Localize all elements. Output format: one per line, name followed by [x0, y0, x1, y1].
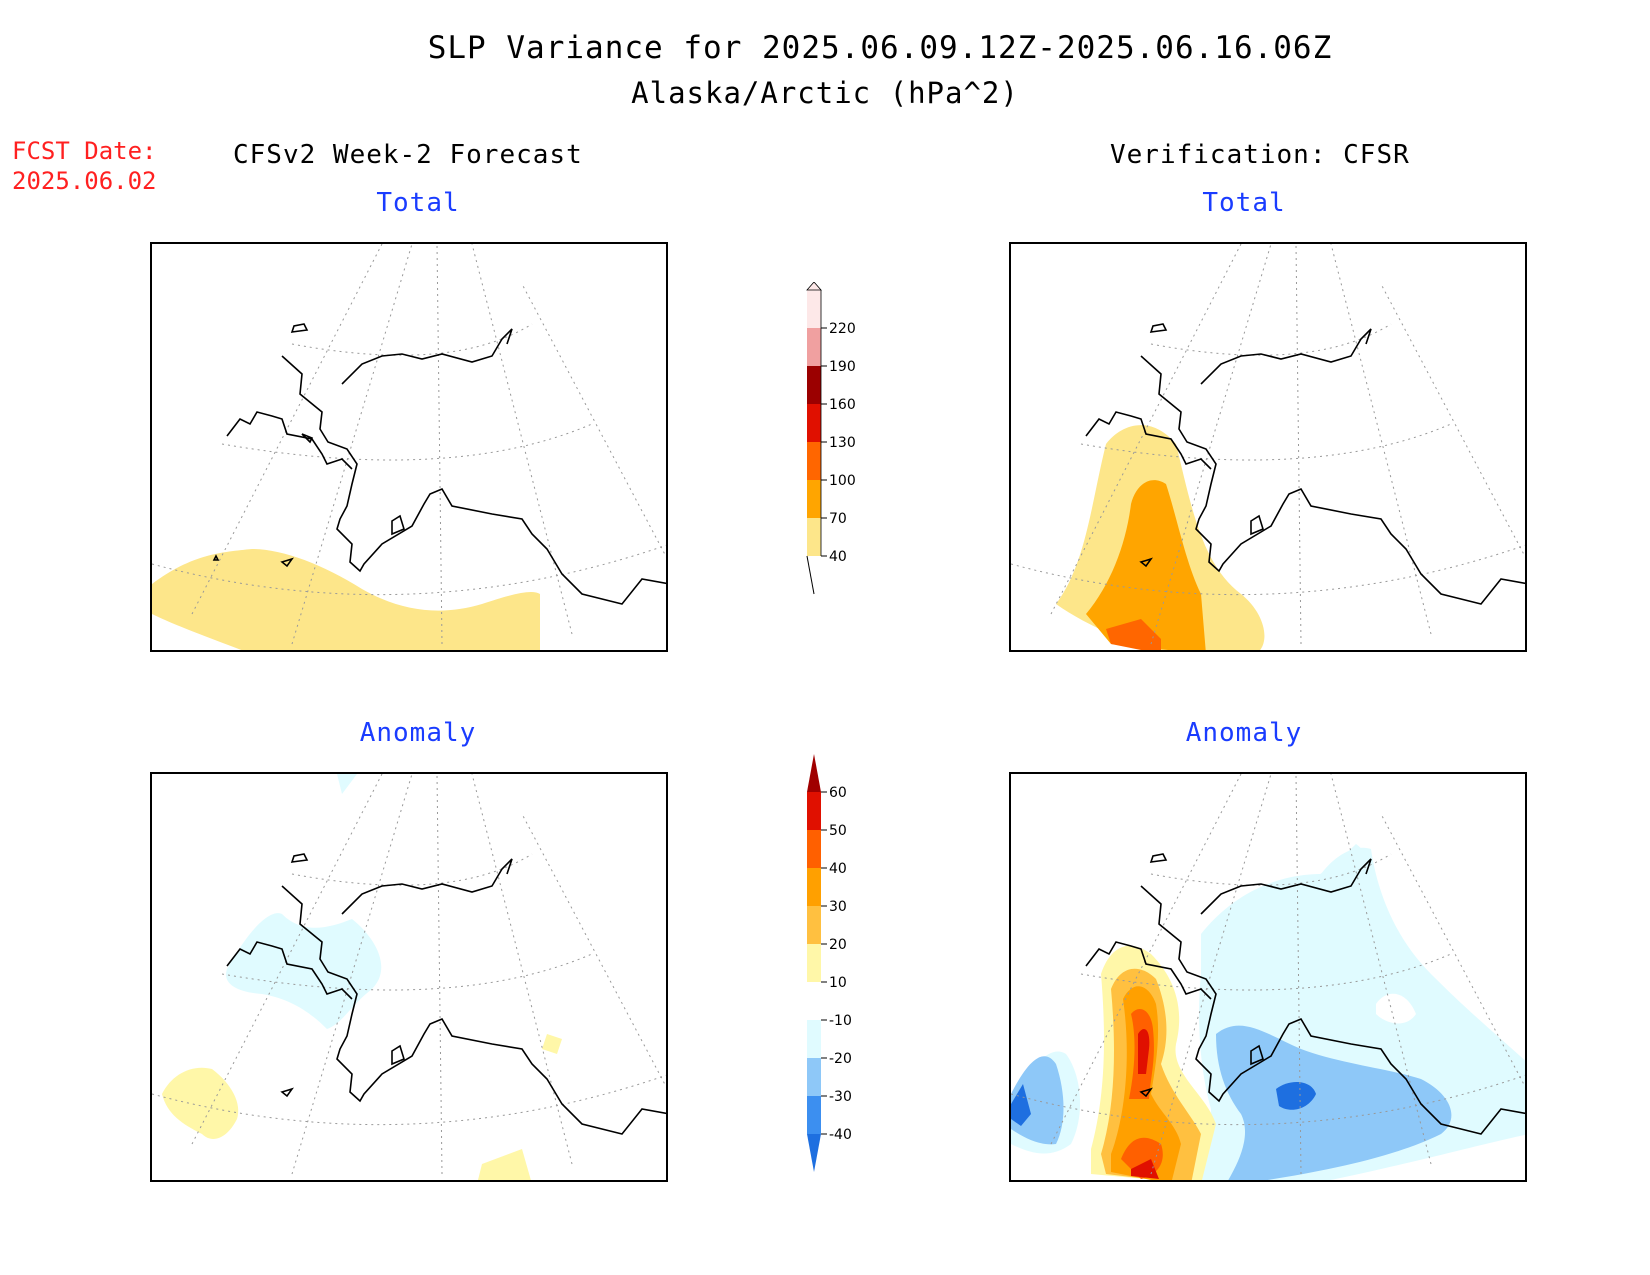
colorbar-box [807, 518, 821, 556]
verification-column-title: Verification: CFSR [1110, 140, 1410, 170]
colorbar-label: 50 [829, 823, 847, 839]
colorbar-tail [806, 555, 815, 595]
bottom-right-panel-title: Anomaly [1185, 718, 1303, 748]
colorbar-label: 220 [829, 321, 856, 337]
shade-minus10-minus20 [337, 774, 357, 794]
bottom-left-panel-title: Anomaly [359, 718, 477, 748]
shade-40-50 [1121, 1009, 1163, 1179]
colorbar-box [807, 366, 821, 404]
colorbar-label: 70 [829, 511, 847, 527]
shade-minus20-minus30-west [1011, 1056, 1064, 1145]
forecast-column-title: CFSv2 Week-2 Forecast [233, 140, 583, 170]
colorbar-box [807, 1020, 821, 1058]
colorbar-label: 40 [829, 549, 847, 565]
coastline [1085, 853, 1525, 1135]
colorbar-label: -30 [829, 1089, 852, 1105]
shade-10-20 [478, 1149, 531, 1180]
shade-white-gap [1376, 993, 1416, 1024]
coastline [226, 853, 666, 1135]
shade-50-60 [1131, 1029, 1159, 1179]
shade-10-20 [542, 1034, 562, 1054]
colorbar-box [807, 792, 821, 830]
shade-100-130 [1106, 619, 1161, 650]
colorbar-label: 40 [829, 861, 847, 877]
shade-minus10-minus20-north [1271, 844, 1367, 906]
colorbar-box [807, 830, 821, 868]
shade-minus30-minus40-east [1276, 1082, 1316, 1110]
colorbar-box [807, 906, 821, 944]
shade-minus20-minus30-east [1216, 1025, 1452, 1180]
colorbar-box [807, 480, 821, 518]
figure-subtitle: Alaska/Arctic (hPa^2) [631, 76, 1019, 110]
top-left-panel-title: Total [376, 188, 460, 218]
colorbar-box [807, 868, 821, 906]
shade-10-20 [162, 1067, 239, 1139]
shade-40-70 [152, 549, 540, 650]
fcst-date-value: 2025.06.02 [12, 167, 157, 195]
colorbar-box [807, 328, 821, 366]
forecast-anomaly-map [150, 772, 668, 1182]
colorbar-box [807, 290, 821, 328]
colorbar-cap [807, 754, 821, 792]
coastline [1085, 323, 1525, 605]
colorbar-label: -10 [829, 1013, 852, 1029]
colorbar-label: 60 [829, 785, 847, 801]
fcst-date: FCST Date: 2025.06.02 [12, 136, 157, 196]
verification-total-map [1009, 242, 1527, 652]
colorbar-label: 130 [829, 435, 856, 451]
colorbar-label: 20 [829, 937, 847, 953]
coastline [212, 323, 666, 605]
colorbar-box [807, 442, 821, 480]
verification-anomaly-map [1009, 772, 1527, 1182]
colorbar-box [807, 944, 821, 982]
colorbar-box [807, 1058, 821, 1096]
colorbar-label: 190 [829, 359, 856, 375]
colorbar-box [807, 982, 821, 1020]
shade-minus30-minus40-west [1011, 1084, 1031, 1126]
fcst-date-label: FCST Date: [12, 137, 157, 165]
colorbar-label: -40 [829, 1127, 852, 1143]
forecast-total-map [150, 242, 668, 652]
colorbar-label: 10 [829, 975, 847, 991]
colorbar-label: 30 [829, 899, 847, 915]
colorbar-cap [807, 1134, 821, 1172]
colorbar-box [807, 404, 821, 442]
colorbar-label: -20 [829, 1051, 852, 1067]
shade-minus10-minus20 [226, 913, 382, 1029]
anomaly-colorbar: 60 50 40 30 20 10 -10 -20 -30 -40 [807, 754, 852, 1172]
total-colorbar: 40 70 100 130 160 190 220 [806, 282, 856, 595]
figure-title: SLP Variance for 2025.06.09.12Z-2025.06.… [427, 30, 1333, 66]
top-right-panel-title: Total [1202, 188, 1286, 218]
colorbar-box [807, 1096, 821, 1134]
colorbar-cap [806, 282, 822, 291]
colorbar-label: 100 [829, 473, 856, 489]
colorbar-label: 160 [829, 397, 856, 413]
